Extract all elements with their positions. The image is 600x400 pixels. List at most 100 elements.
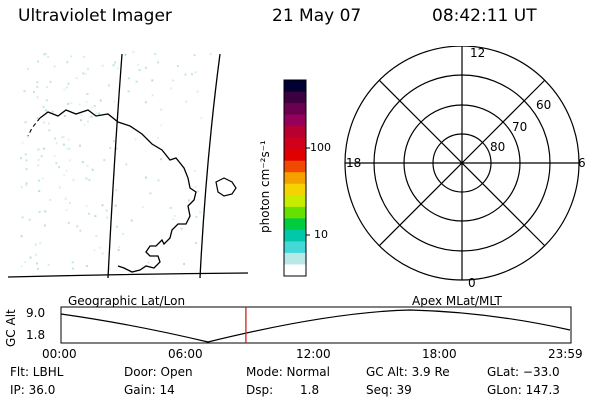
speckle: [115, 189, 118, 192]
speckle: [172, 218, 175, 220]
polar-projection-label: Apex MLat/MLT: [412, 294, 502, 308]
speckle: [132, 50, 135, 53]
orbit-ylabel: GC Alt: [4, 309, 18, 347]
orbit-altitude-curve: [60, 309, 571, 343]
speckle: [95, 235, 98, 237]
mlat-80-label: 80: [490, 140, 506, 154]
speckle: [134, 138, 137, 141]
speckle: [157, 179, 160, 182]
speckle: [81, 161, 84, 164]
speckle: [194, 71, 197, 74]
coastline: [27, 117, 41, 137]
speckle: [63, 115, 66, 118]
colorbar-band: [284, 103, 306, 116]
speckle: [113, 100, 116, 103]
speckle: [70, 55, 73, 58]
speckle: [63, 88, 66, 91]
speckle: [173, 215, 176, 217]
speckle: [55, 162, 58, 165]
speckle: [40, 155, 43, 158]
speckle: [147, 261, 150, 264]
speckle: [47, 263, 50, 266]
mlt-12-label: 12: [470, 46, 486, 60]
mlt-0-label: 0: [468, 276, 476, 290]
speckle: [36, 81, 39, 84]
speckle: [85, 177, 88, 180]
mlt-6-label: 6: [578, 156, 586, 170]
speckle: [26, 135, 29, 138]
speckle: [66, 61, 69, 64]
speckle: [27, 68, 30, 70]
speckle: [72, 267, 74, 270]
speckle: [125, 163, 128, 166]
speckle: [117, 249, 120, 252]
speckle: [20, 186, 23, 189]
colorbar-band: [284, 91, 306, 104]
speckle: [99, 246, 102, 249]
speckle: [24, 121, 27, 124]
speckle: [112, 140, 115, 143]
speckle: [37, 164, 40, 167]
speckle: [124, 53, 127, 56]
speckle: [111, 64, 114, 67]
speckle: [82, 72, 85, 75]
speckle: [53, 154, 56, 157]
speckle: [71, 261, 74, 264]
speckle: [68, 159, 71, 162]
speckle: [94, 215, 97, 218]
speckle: [69, 201, 72, 204]
orbit-xtick-1800: 18:00: [422, 347, 457, 361]
speckle: [200, 116, 203, 119]
colorbar-band: [284, 137, 306, 150]
speckle: [76, 225, 79, 228]
speckle: [144, 101, 147, 104]
polar-plot: [344, 46, 580, 281]
speckle: [78, 103, 81, 106]
ip-status: IP: 36.0: [10, 383, 56, 397]
colorbar-title-text: photon cm⁻²s⁻¹: [258, 140, 272, 233]
speckle: [36, 117, 39, 120]
orbit-altitude-plot: [60, 306, 572, 344]
orbit-xtick-0600: 06:00: [168, 347, 203, 361]
speckle: [63, 174, 66, 177]
speckle: [170, 87, 173, 90]
speckle: [108, 267, 111, 270]
latitude-line: [7, 272, 249, 278]
speckle: [65, 208, 68, 211]
speckle: [39, 242, 42, 245]
speckle: [185, 100, 188, 103]
speckle: [80, 113, 83, 116]
gain-status: Gain: 14: [124, 383, 175, 397]
speckle: [67, 138, 70, 141]
speckle: [41, 177, 44, 180]
intensity-colorbar: [283, 79, 310, 277]
speckle: [88, 178, 91, 181]
speckle: [45, 99, 48, 102]
speckle: [67, 82, 70, 85]
speckle: [113, 61, 116, 64]
speckle: [209, 53, 212, 56]
colorbar-band: [284, 160, 306, 173]
speckle: [101, 204, 104, 207]
speckle: [62, 143, 65, 146]
speckle: [20, 235, 23, 238]
colorbar-band: [284, 172, 306, 185]
mlt-18-label: 18: [346, 156, 362, 170]
mlat-60-label: 60: [536, 98, 552, 112]
speckle: [86, 164, 89, 167]
gc-alt-status: GC Alt: 3.9 Re: [366, 365, 450, 379]
speckle: [157, 61, 160, 64]
speckle: [145, 176, 147, 179]
glat-status: GLat: −33.0: [487, 365, 560, 379]
speckle: [103, 159, 106, 162]
speckle: [53, 65, 56, 68]
speckle: [49, 80, 52, 83]
speckle: [25, 184, 28, 186]
orbit-ytick-max: 9.0: [26, 306, 46, 320]
speckle: [93, 249, 96, 252]
speckle: [25, 182, 28, 185]
speckle: [144, 66, 147, 69]
speckle: [116, 225, 118, 228]
speckle: [160, 124, 163, 127]
seq-status: Seq: 39: [366, 383, 412, 397]
